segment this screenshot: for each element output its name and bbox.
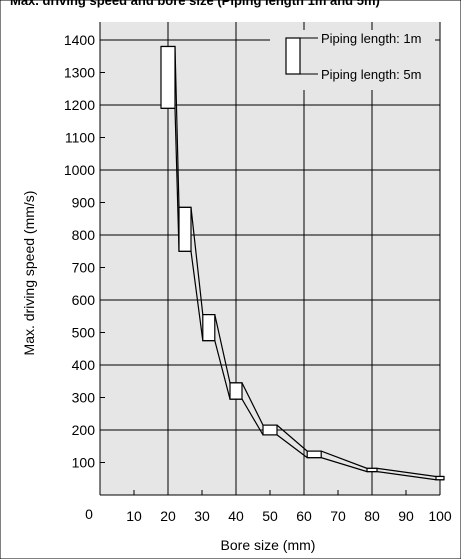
axes bbox=[99, 22, 441, 496]
y-axis-label: Max. driving speed (mm/s) bbox=[21, 191, 37, 356]
y-tick-label: 800 bbox=[72, 227, 96, 243]
x-tick-label: 20 bbox=[160, 508, 176, 524]
series-layer bbox=[160, 45, 445, 481]
y-tick-label: 300 bbox=[72, 390, 96, 406]
range-box bbox=[435, 475, 445, 481]
range-box bbox=[229, 382, 243, 400]
y-tick-label: 200 bbox=[72, 422, 96, 438]
y-tick-label: 1300 bbox=[64, 65, 95, 81]
range-box bbox=[202, 314, 216, 342]
x-tick-label: 30 bbox=[194, 508, 210, 524]
chart-title-partial: Max. driving speed and bore size (Piping… bbox=[10, 0, 380, 8]
legend: Piping length: 1m Piping length: 5m bbox=[270, 30, 435, 90]
plot-area bbox=[100, 22, 440, 495]
range-box bbox=[160, 45, 176, 109]
tick-labels: 10 20 30 40 50 60 70 80 90 100 100 200 300 400 500 600 7… bbox=[64, 32, 452, 524]
y-tick-label: 700 bbox=[72, 260, 96, 276]
legend-label-1m: Piping length: 1m bbox=[321, 31, 421, 46]
grid-lines bbox=[100, 22, 441, 495]
x-tick-label: 40 bbox=[228, 508, 244, 524]
x-axis-label: Bore size (mm) bbox=[221, 537, 316, 553]
legend-range-box bbox=[285, 37, 301, 75]
x-tick-label: 70 bbox=[330, 508, 346, 524]
y-tick-label: 1200 bbox=[64, 97, 95, 113]
range-box bbox=[306, 450, 322, 459]
y-tick-label: 1100 bbox=[65, 130, 95, 146]
y-tick-label: 1000 bbox=[64, 162, 95, 178]
y-tick-label: 100 bbox=[72, 455, 96, 471]
range-box bbox=[366, 467, 378, 473]
x-tick-label: 50 bbox=[262, 508, 278, 524]
x-tick-label: 90 bbox=[398, 508, 414, 524]
legend-label-5m: Piping length: 5m bbox=[321, 67, 421, 82]
x-tick-label: 100 bbox=[428, 508, 452, 524]
x-tick-label: 60 bbox=[296, 508, 312, 524]
origin-label: 0 bbox=[85, 506, 93, 522]
y-tick-label: 600 bbox=[72, 292, 96, 308]
y-tick-label: 500 bbox=[72, 325, 96, 341]
y-tick-label: 1400 bbox=[64, 32, 95, 48]
y-tick-label: 400 bbox=[72, 357, 96, 373]
range-box bbox=[178, 206, 192, 252]
range-box bbox=[262, 424, 278, 436]
x-tick-label: 10 bbox=[126, 508, 142, 524]
x-tick-label: 80 bbox=[364, 508, 380, 524]
y-tick-label: 900 bbox=[72, 195, 96, 211]
